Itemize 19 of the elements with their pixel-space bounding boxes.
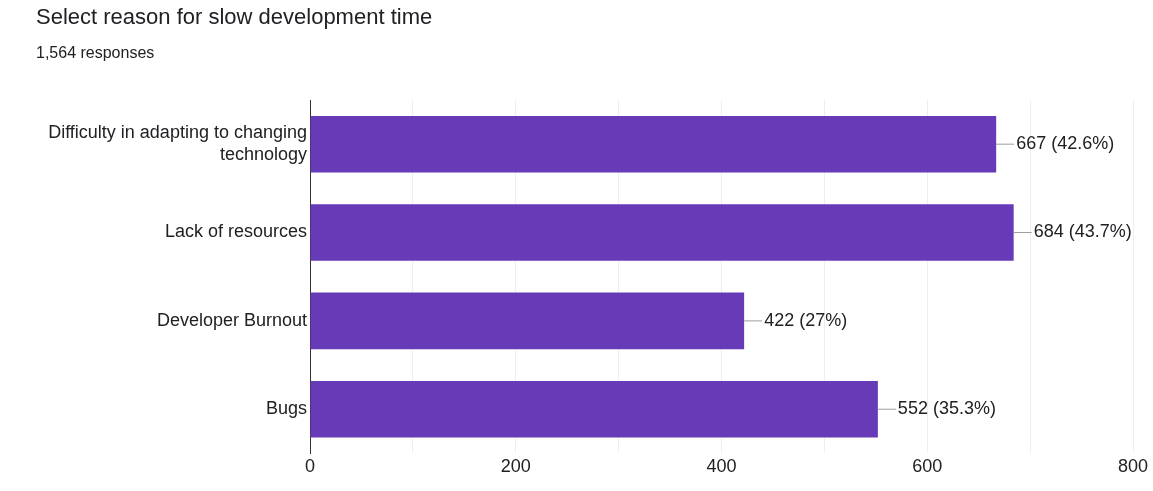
- y-tick-label: Bugs: [265, 398, 307, 419]
- y-tick-label: Lack of resources: [164, 221, 307, 242]
- x-tick-label: 600: [912, 456, 943, 477]
- data-label: 684 (43.7%): [1033, 221, 1132, 242]
- x-tick-label: 200: [500, 456, 531, 477]
- bar: [310, 115, 997, 173]
- bar: [310, 380, 878, 438]
- bar: [310, 204, 1014, 261]
- chart-title: Select reason for slow development time: [36, 4, 433, 30]
- data-label: 552 (35.3%): [897, 398, 996, 419]
- x-tick-label: 0: [304, 456, 316, 477]
- bar: [310, 292, 745, 350]
- data-label: 422 (27%): [764, 309, 848, 330]
- y-tick-label: Developer Burnout: [156, 309, 307, 330]
- data-label: 667 (42.6%): [1016, 133, 1115, 154]
- x-tick-label: 400: [706, 456, 737, 477]
- text: 1,564 responses: [36, 44, 155, 62]
- y-tick-label: Difficulty in adapting to changing technology: [48, 122, 307, 164]
- x-tick-label: 800: [1117, 456, 1149, 477]
